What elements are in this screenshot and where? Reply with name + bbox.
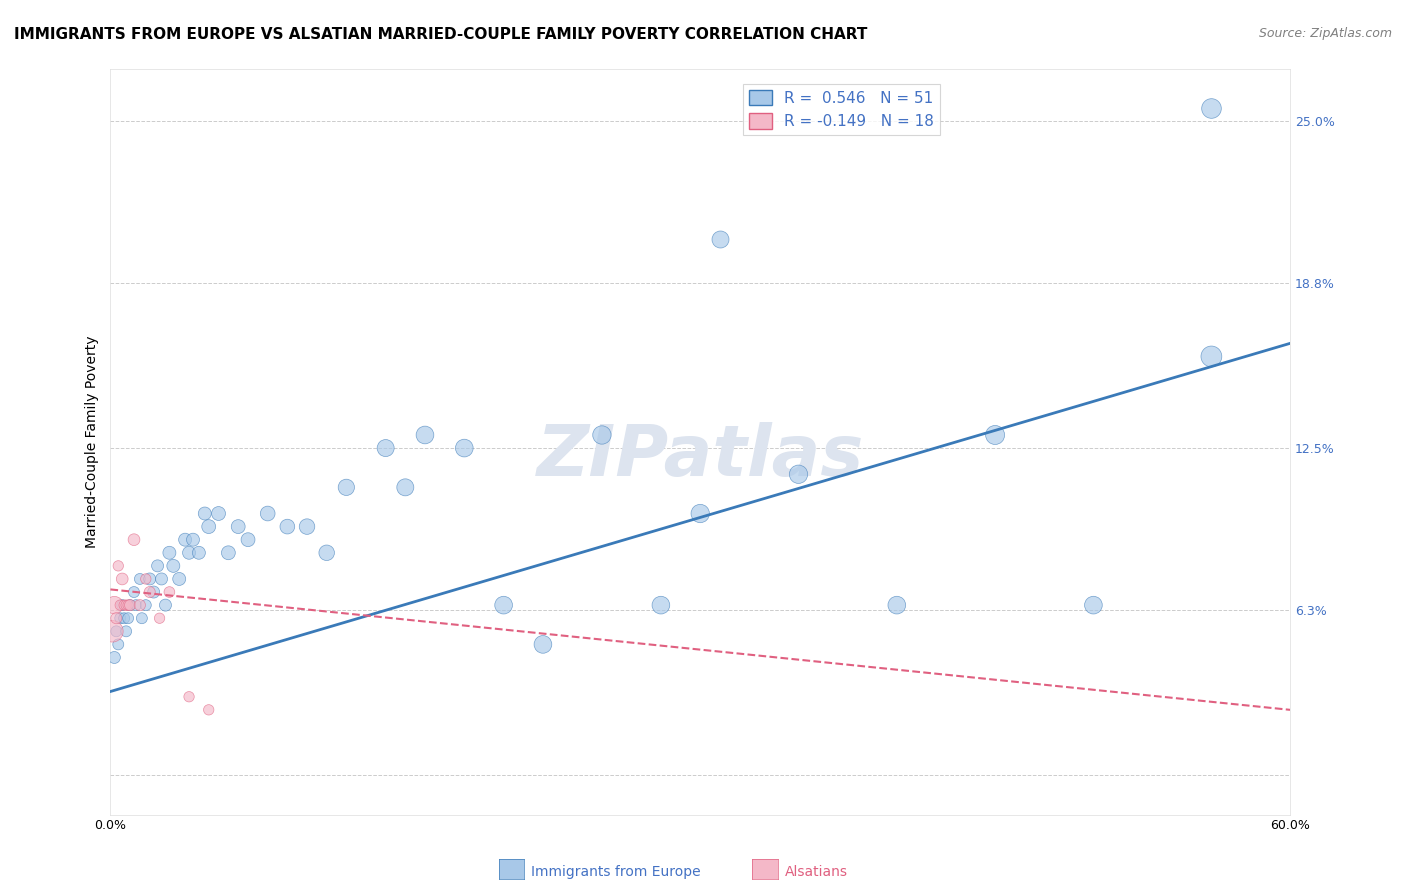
Point	[129, 572, 152, 586]
Point	[111, 572, 134, 586]
Point	[117, 598, 139, 612]
Point	[709, 232, 731, 246]
Point	[115, 624, 138, 639]
Text: Immigrants from Europe: Immigrants from Europe	[531, 865, 702, 880]
Point	[335, 480, 357, 494]
Point	[110, 611, 132, 625]
Point	[110, 598, 132, 612]
Point	[122, 533, 145, 547]
Text: Source: ZipAtlas.com: Source: ZipAtlas.com	[1258, 27, 1392, 40]
Point	[394, 480, 416, 494]
Point	[886, 598, 908, 612]
Point	[131, 611, 153, 625]
Point	[105, 624, 128, 639]
Point	[157, 546, 180, 560]
Point	[591, 428, 613, 442]
Point	[207, 507, 229, 521]
Point	[689, 507, 711, 521]
Point	[174, 533, 197, 547]
Point	[111, 598, 134, 612]
Point	[236, 533, 259, 547]
Point	[120, 598, 142, 612]
Point	[101, 624, 124, 639]
Point	[125, 598, 148, 612]
Point	[142, 585, 165, 599]
Y-axis label: Married-Couple Family Poverty: Married-Couple Family Poverty	[86, 335, 100, 548]
Point	[117, 611, 139, 625]
Point	[105, 611, 128, 625]
Point	[177, 546, 200, 560]
Point	[177, 690, 200, 704]
Point	[197, 519, 219, 533]
Point	[148, 611, 170, 625]
Point	[120, 598, 142, 612]
Point	[984, 428, 1007, 442]
Point	[197, 703, 219, 717]
Point	[115, 598, 138, 612]
Point	[150, 572, 173, 586]
Text: IMMIGRANTS FROM EUROPE VS ALSATIAN MARRIED-COUPLE FAMILY POVERTY CORRELATION CHA: IMMIGRANTS FROM EUROPE VS ALSATIAN MARRI…	[14, 27, 868, 42]
Point	[155, 598, 177, 612]
Point	[122, 585, 145, 599]
Point	[374, 441, 396, 455]
Point	[135, 572, 157, 586]
Point	[107, 558, 129, 573]
Point	[107, 637, 129, 651]
Point	[135, 598, 157, 612]
Text: Alsatians: Alsatians	[785, 865, 848, 880]
Point	[146, 558, 169, 573]
Point	[194, 507, 217, 521]
Point	[531, 637, 554, 651]
Text: ZIPatlas: ZIPatlas	[537, 422, 863, 491]
Point	[167, 572, 190, 586]
Point	[112, 598, 135, 612]
Point	[1083, 598, 1105, 612]
Point	[181, 533, 204, 547]
Point	[413, 428, 436, 442]
Point	[315, 546, 337, 560]
Legend: R =  0.546   N = 51, R = -0.149   N = 18: R = 0.546 N = 51, R = -0.149 N = 18	[744, 84, 941, 136]
Point	[103, 598, 125, 612]
Point	[138, 585, 160, 599]
Point	[1201, 101, 1223, 115]
Point	[103, 650, 125, 665]
Point	[226, 519, 249, 533]
Point	[650, 598, 672, 612]
Point	[187, 546, 209, 560]
Point	[112, 611, 135, 625]
Point	[217, 546, 239, 560]
Point	[787, 467, 810, 482]
Point	[1201, 350, 1223, 364]
Point	[129, 598, 152, 612]
Point	[453, 441, 475, 455]
Point	[256, 507, 278, 521]
Point	[138, 572, 160, 586]
Point	[295, 519, 318, 533]
Point	[162, 558, 184, 573]
Point	[492, 598, 515, 612]
Point	[157, 585, 180, 599]
Point	[276, 519, 298, 533]
